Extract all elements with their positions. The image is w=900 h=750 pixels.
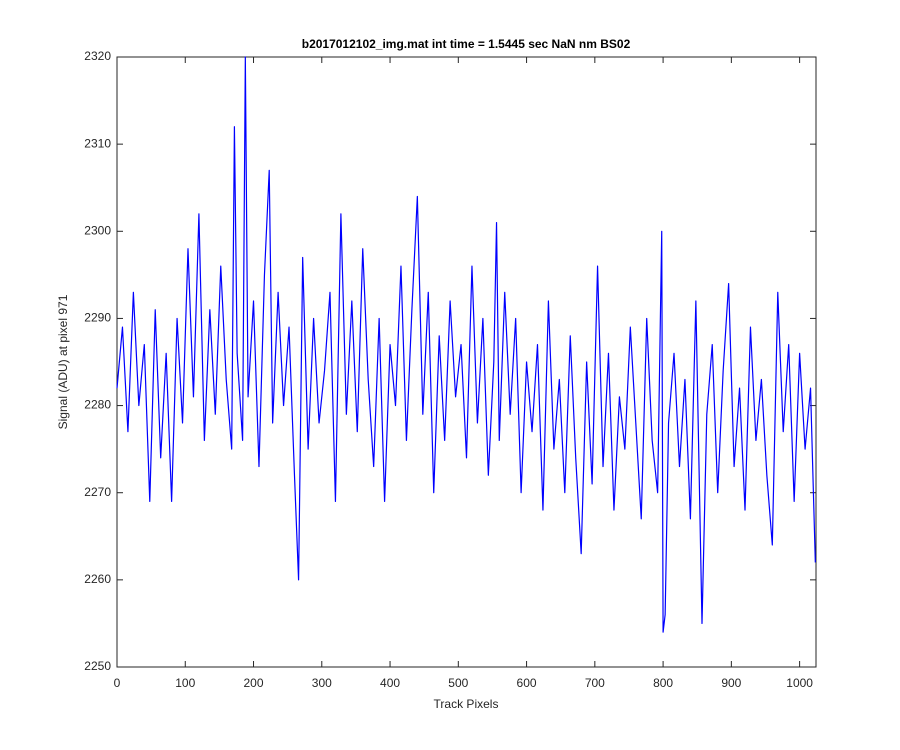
x-axis-label: Track Pixels xyxy=(434,697,499,711)
x-tick-label: 300 xyxy=(312,676,332,690)
y-axis-label: Signal (ADU) at pixel 971 xyxy=(56,294,70,429)
x-tick-label: 600 xyxy=(517,676,537,690)
y-tick-label: 2250 xyxy=(84,659,111,673)
x-tick-label: 400 xyxy=(380,676,400,690)
y-tick-label: 2300 xyxy=(84,223,111,237)
plot-area xyxy=(116,56,817,668)
y-tick-label: 2270 xyxy=(84,485,111,499)
y-tick-label: 2280 xyxy=(84,398,111,412)
x-tick-label: 900 xyxy=(721,676,741,690)
x-tick-label: 0 xyxy=(114,676,121,690)
x-tick-label: 200 xyxy=(244,676,264,690)
x-tick-label: 500 xyxy=(448,676,468,690)
x-tick-label: 700 xyxy=(585,676,605,690)
data-line xyxy=(116,56,816,633)
y-tick-label: 2290 xyxy=(84,311,111,325)
y-tick-label: 2260 xyxy=(84,572,111,586)
y-tick-label: 2320 xyxy=(84,49,111,63)
x-tick-label: 100 xyxy=(175,676,195,690)
x-tick-label: 800 xyxy=(653,676,673,690)
chart-title: b2017012102_img.mat int time = 1.5445 se… xyxy=(302,37,631,51)
y-tick-label: 2310 xyxy=(84,136,111,150)
x-tick-label: 1000 xyxy=(786,676,813,690)
